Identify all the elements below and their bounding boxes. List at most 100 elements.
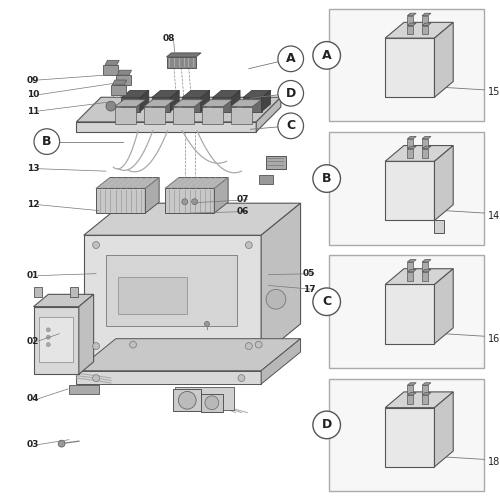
Polygon shape — [121, 90, 149, 98]
Polygon shape — [34, 294, 94, 306]
Polygon shape — [422, 26, 428, 35]
Polygon shape — [243, 98, 262, 112]
Polygon shape — [422, 262, 428, 271]
Circle shape — [238, 374, 245, 382]
Circle shape — [313, 165, 340, 192]
Polygon shape — [106, 255, 236, 326]
Circle shape — [46, 328, 50, 332]
Polygon shape — [422, 272, 428, 280]
Polygon shape — [408, 13, 416, 16]
Polygon shape — [118, 277, 187, 314]
Polygon shape — [231, 90, 240, 112]
Polygon shape — [408, 262, 413, 271]
Circle shape — [92, 242, 100, 248]
Polygon shape — [422, 385, 428, 394]
Text: D: D — [322, 418, 332, 432]
Polygon shape — [182, 98, 201, 112]
Polygon shape — [172, 106, 195, 124]
Polygon shape — [422, 395, 428, 404]
Polygon shape — [261, 203, 300, 356]
Circle shape — [46, 335, 50, 339]
Circle shape — [313, 288, 340, 316]
Circle shape — [46, 342, 50, 346]
Polygon shape — [434, 392, 453, 467]
Polygon shape — [385, 162, 434, 220]
Circle shape — [130, 341, 136, 348]
Text: 03: 03 — [27, 440, 40, 449]
Polygon shape — [329, 256, 484, 368]
Polygon shape — [70, 287, 78, 297]
Polygon shape — [152, 98, 171, 112]
Circle shape — [92, 374, 100, 382]
Circle shape — [205, 396, 219, 409]
Text: A: A — [286, 52, 296, 66]
Polygon shape — [243, 90, 270, 98]
Polygon shape — [434, 22, 453, 98]
Circle shape — [246, 342, 252, 349]
Polygon shape — [408, 382, 416, 385]
Circle shape — [266, 290, 286, 309]
Circle shape — [34, 129, 60, 154]
Text: 01: 01 — [27, 271, 40, 280]
Circle shape — [313, 411, 340, 438]
Polygon shape — [115, 100, 146, 106]
Text: 16: 16 — [488, 334, 500, 344]
Polygon shape — [121, 98, 140, 112]
Polygon shape — [104, 65, 118, 75]
Polygon shape — [408, 392, 416, 395]
Polygon shape — [422, 139, 428, 147]
Polygon shape — [408, 146, 416, 148]
Polygon shape — [385, 284, 434, 344]
Polygon shape — [422, 270, 431, 272]
Polygon shape — [422, 392, 431, 395]
Text: 14: 14 — [488, 210, 500, 220]
Text: 07: 07 — [236, 195, 249, 204]
Text: 13: 13 — [27, 164, 40, 173]
Polygon shape — [118, 70, 132, 75]
Polygon shape — [144, 100, 174, 106]
Polygon shape — [212, 90, 240, 98]
Polygon shape — [96, 188, 146, 213]
Polygon shape — [422, 13, 431, 16]
Circle shape — [204, 322, 210, 326]
Polygon shape — [385, 22, 453, 38]
Polygon shape — [40, 316, 73, 362]
Polygon shape — [408, 148, 413, 158]
Polygon shape — [385, 392, 453, 407]
Polygon shape — [84, 235, 261, 356]
Text: 09: 09 — [27, 76, 40, 84]
Polygon shape — [76, 122, 256, 132]
Polygon shape — [34, 306, 79, 374]
Polygon shape — [152, 90, 179, 98]
Polygon shape — [76, 98, 281, 122]
Polygon shape — [201, 90, 209, 112]
Polygon shape — [408, 395, 413, 404]
Polygon shape — [165, 178, 228, 188]
Polygon shape — [112, 80, 126, 85]
Polygon shape — [408, 26, 413, 35]
Polygon shape — [422, 260, 431, 262]
Polygon shape — [385, 408, 434, 467]
Circle shape — [278, 46, 303, 72]
Polygon shape — [170, 90, 179, 112]
Circle shape — [246, 242, 252, 248]
Text: 18: 18 — [488, 457, 500, 467]
Polygon shape — [212, 98, 231, 112]
Polygon shape — [105, 60, 119, 65]
Polygon shape — [329, 132, 484, 244]
Polygon shape — [115, 106, 136, 124]
Text: 02: 02 — [27, 336, 40, 345]
Circle shape — [58, 440, 65, 447]
Polygon shape — [408, 272, 413, 280]
Circle shape — [178, 392, 196, 409]
Polygon shape — [174, 390, 201, 411]
Polygon shape — [76, 370, 261, 384]
Polygon shape — [422, 136, 431, 139]
Circle shape — [182, 199, 188, 204]
Text: 10: 10 — [27, 90, 40, 100]
Polygon shape — [408, 270, 416, 272]
Polygon shape — [256, 98, 281, 132]
Polygon shape — [329, 378, 484, 491]
Polygon shape — [182, 90, 210, 98]
Circle shape — [92, 342, 100, 349]
